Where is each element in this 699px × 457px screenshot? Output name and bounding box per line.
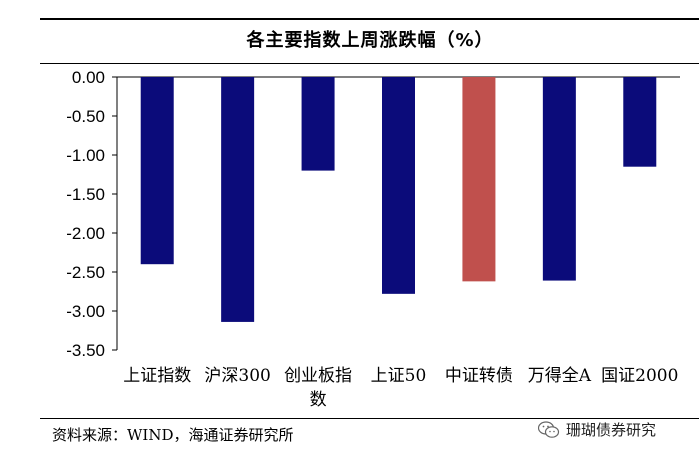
watermark: 珊瑚债券研究	[538, 419, 656, 440]
x-tick-label: 上证50	[371, 366, 427, 386]
bottom-rule	[40, 418, 699, 419]
y-tick-label: -2.00	[66, 224, 105, 243]
y-tick-label: -3.50	[66, 341, 105, 360]
bar	[140, 77, 174, 265]
y-tick-label: -1.00	[66, 146, 105, 165]
x-tick-label: 沪深300	[204, 366, 270, 386]
chart-title: 各主要指数上周涨跌幅（%）	[246, 30, 494, 51]
x-tick-label: 创业板指	[284, 366, 352, 386]
y-tick-label: -3.00	[66, 302, 105, 321]
bar	[623, 77, 657, 167]
source-note: 资料来源：WIND，海通证券研究所	[52, 426, 294, 444]
x-tick-label: 上证指数	[123, 366, 191, 386]
bar	[382, 77, 415, 294]
y-tick-label: 0.00	[72, 68, 105, 87]
bar	[462, 77, 496, 282]
y-tick-label: -2.50	[66, 263, 105, 282]
wechat-icon	[538, 420, 560, 438]
x-tick-label: 万得全A	[528, 366, 592, 386]
top-rule	[40, 18, 699, 20]
x-tick-label: 国证2000	[601, 366, 678, 386]
bar	[221, 77, 255, 322]
bar-chart: 0.00 -0.50 -1.00 -1.50 -2.00 -2.50 -3.00 -3.50 上…	[66, 68, 680, 410]
x-tick-label: 数	[310, 390, 327, 410]
y-tick-label: -0.50	[66, 107, 105, 126]
watermark-text: 珊瑚债券研究	[566, 421, 657, 439]
bar	[542, 77, 576, 281]
title-rule	[40, 63, 699, 64]
x-tick-label: 中证转债	[445, 366, 513, 386]
bar	[301, 77, 335, 171]
y-tick-label: -1.50	[66, 185, 105, 204]
